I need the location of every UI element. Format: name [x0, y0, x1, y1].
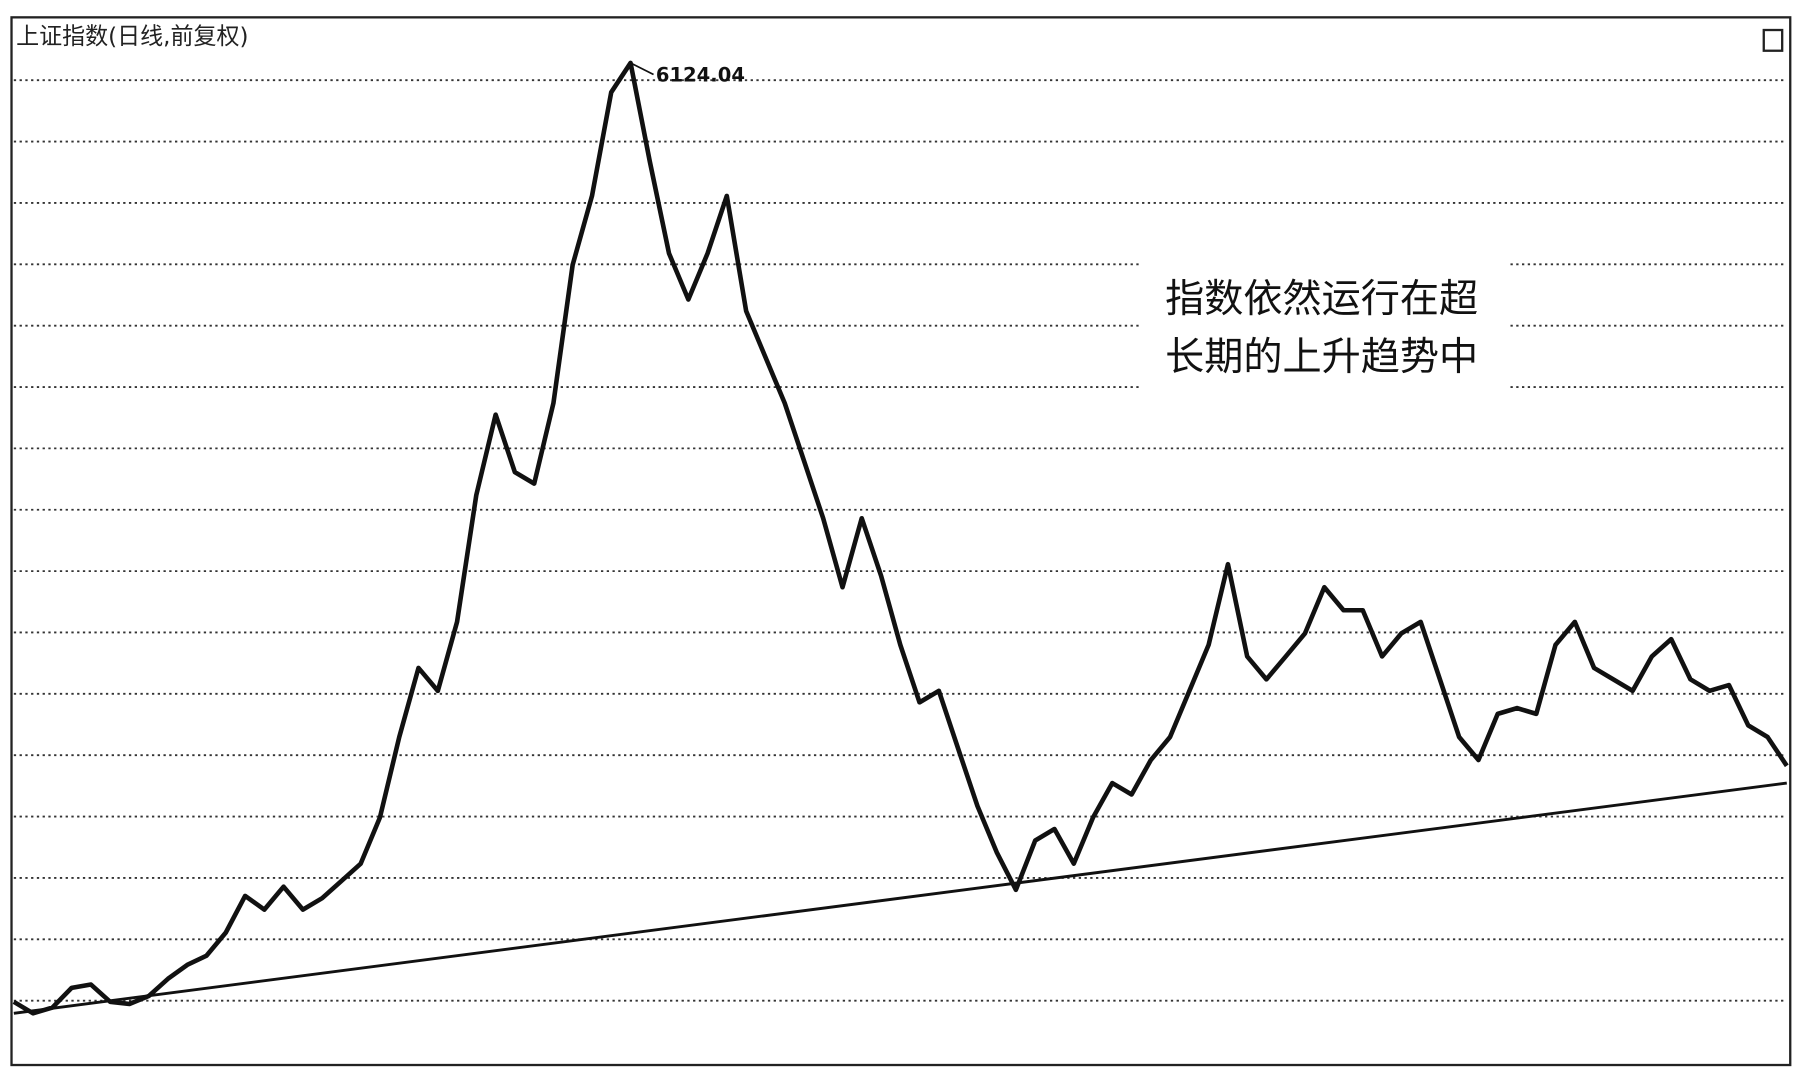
- price-line: [12, 60, 1789, 1016]
- chart-title: 上证指数(日线,前复权): [16, 24, 248, 50]
- annotation: 指数依然运行在超: [1165, 277, 1478, 322]
- window-icon: [1762, 28, 1784, 52]
- annotation: 长期的上升趋势中: [1165, 335, 1478, 380]
- trend-line: [13, 781, 1787, 1015]
- peak-marker: [630, 62, 654, 76]
- peak-label: 6124.04: [656, 63, 745, 86]
- annotation-background: [1139, 262, 1509, 390]
- grid: [13, 79, 1787, 1002]
- chart-frame: [10, 16, 1792, 1067]
